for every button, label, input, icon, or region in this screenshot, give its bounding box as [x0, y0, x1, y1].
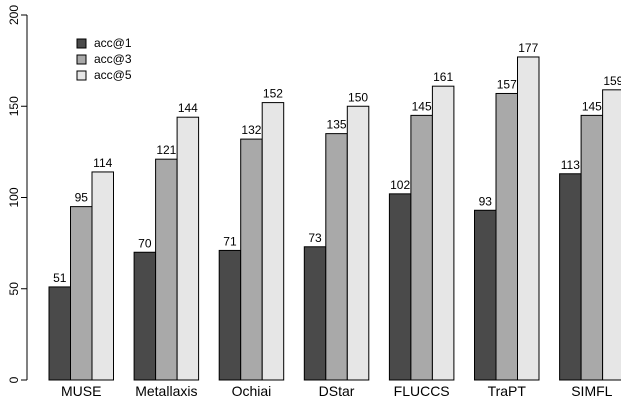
- bar: [495, 92, 518, 381]
- y-tick-label: 200: [7, 5, 21, 25]
- bar: [410, 114, 433, 381]
- bar-value-label: 161: [433, 70, 453, 84]
- bar: [155, 158, 178, 381]
- y-tick-label: 50: [7, 282, 21, 296]
- bar-value-label: 51: [53, 271, 67, 285]
- bar: [325, 133, 348, 381]
- category-label: FLUCCS: [394, 383, 450, 399]
- bar-value-label: 73: [308, 231, 322, 245]
- bar: [388, 193, 412, 381]
- bar: [474, 209, 497, 381]
- legend-label: acc@3: [94, 52, 132, 66]
- bar-value-label: 135: [327, 118, 347, 132]
- category-label: TraPT: [488, 383, 527, 399]
- bar: [431, 85, 455, 381]
- bar: [240, 138, 263, 381]
- bar: [70, 206, 93, 381]
- bar-value-label: 145: [582, 99, 602, 113]
- bar: [261, 102, 285, 381]
- legend-swatch: [76, 38, 87, 49]
- y-tick-label: 150: [7, 96, 21, 116]
- bar: [517, 56, 540, 381]
- bar-value-label: 113: [561, 158, 580, 172]
- bar: [346, 105, 370, 381]
- bar: [218, 249, 242, 381]
- y-tick-label: 0: [7, 376, 21, 383]
- legend-swatch: [76, 54, 87, 65]
- bar-value-label: 121: [156, 143, 176, 157]
- legend-label: acc@1: [94, 36, 132, 50]
- bar-value-label: 71: [223, 234, 237, 248]
- bar-value-label: 132: [241, 123, 261, 137]
- bar: [602, 89, 621, 381]
- bar: [176, 116, 200, 381]
- bar-value-label: 177: [518, 41, 538, 55]
- bar-value-label: 145: [412, 99, 432, 113]
- bar: [91, 171, 114, 381]
- legend-label: acc@5: [94, 68, 132, 82]
- category-labels: MUSE Metallaxis Ochiai DStar FLUCCS TraPT SIMF…: [61, 383, 613, 399]
- bar-value-label: 144: [178, 101, 198, 115]
- legend-swatch: [76, 70, 87, 81]
- category-label: Metallaxis: [135, 383, 197, 399]
- bar-value-label: 152: [263, 87, 283, 101]
- y-tick-label: 100: [7, 187, 21, 207]
- category-label: Ochiai: [232, 383, 272, 399]
- bar: [133, 251, 157, 381]
- bar: [303, 246, 327, 381]
- bar: [559, 173, 582, 381]
- bar-value-label: 70: [138, 236, 152, 250]
- bar-value-label: 95: [75, 191, 89, 205]
- bar-value-label: 114: [93, 156, 112, 170]
- category-label: SIMFL: [571, 383, 612, 399]
- bar: [580, 114, 604, 381]
- bar-value-label: 159: [603, 74, 621, 88]
- y-axis: 0 50 100 150 200: [7, 5, 28, 383]
- bar-value-label: 150: [348, 90, 368, 104]
- legend: acc@1 acc@3 acc@5: [76, 36, 132, 82]
- bar: [48, 286, 71, 381]
- category-label: MUSE: [61, 383, 101, 399]
- bar-value-label: 157: [497, 77, 517, 91]
- category-label: DStar: [319, 383, 355, 399]
- bar-value-label: 93: [479, 194, 493, 208]
- bars: [48, 56, 621, 381]
- bar-value-label: 102: [390, 178, 410, 192]
